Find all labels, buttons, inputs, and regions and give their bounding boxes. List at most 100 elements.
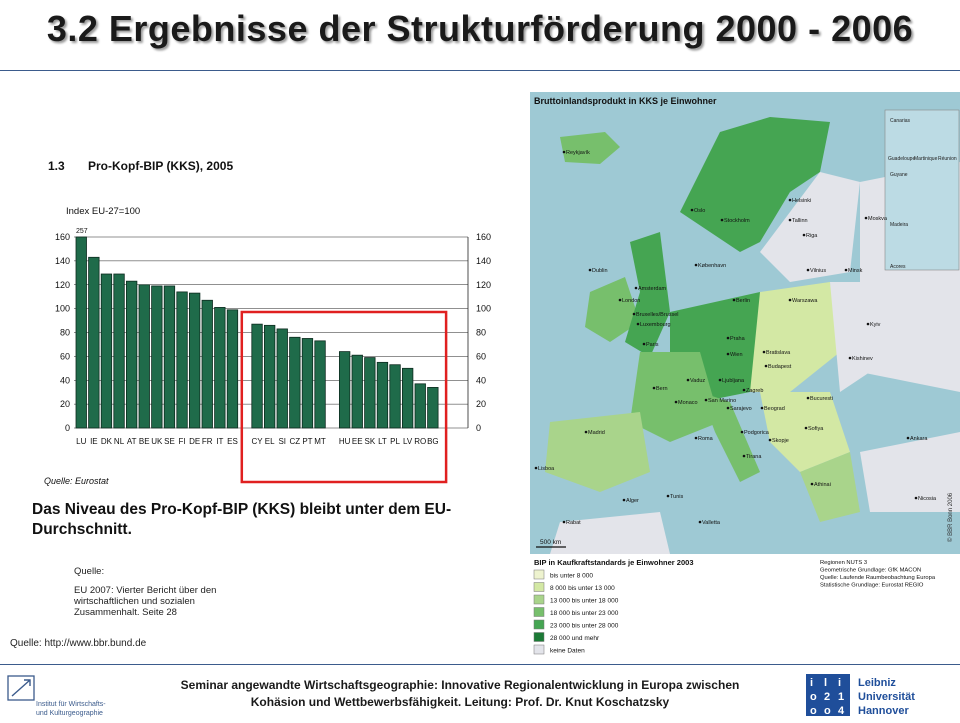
bar-pl bbox=[389, 364, 401, 429]
bar-fi bbox=[176, 291, 188, 429]
city-marker bbox=[622, 498, 626, 502]
city-label: Sofiya bbox=[808, 426, 824, 432]
city-marker bbox=[742, 388, 746, 392]
svg-text:i: i bbox=[838, 677, 841, 689]
svg-text:o: o bbox=[810, 691, 817, 703]
y-tick-label-right: 80 bbox=[476, 328, 486, 338]
legend-label: 23 000 bis unter 28 000 bbox=[550, 623, 619, 630]
city-label: Monaco bbox=[678, 400, 698, 406]
bar-si bbox=[276, 328, 288, 429]
y-labels: 160 160 140 140 120 120 100 100 80 80 60 60 40 40 20 20… bbox=[55, 232, 491, 433]
gdp-bar-chart: 1.3 Pro-Kopf-BIP (KKS), 2005 Index EU-27… bbox=[40, 148, 510, 498]
footer-line-2: Kohäsion und Wettbewerbsfähigkeit. Leitu… bbox=[250, 695, 670, 709]
x-tick-label: DK bbox=[101, 437, 113, 446]
city-marker bbox=[636, 322, 640, 326]
legend-label: bis unter 8 000 bbox=[550, 573, 593, 580]
bar-ro bbox=[414, 383, 426, 429]
x-tick-label: LU bbox=[76, 437, 86, 446]
legend-swatch bbox=[533, 569, 545, 580]
svg-text:l: l bbox=[824, 677, 827, 689]
city-label: Rabat bbox=[566, 520, 581, 526]
x-tick-label: AT bbox=[127, 437, 137, 446]
city-marker bbox=[562, 520, 566, 524]
university-logo-line-1: Leibniz bbox=[858, 677, 896, 689]
legend-swatch bbox=[533, 644, 545, 655]
inset-label: Martinique bbox=[914, 156, 938, 162]
city-label: Bucuresti bbox=[810, 396, 833, 402]
city-marker bbox=[642, 342, 646, 346]
city-marker bbox=[804, 426, 808, 430]
x-tick-label: RO bbox=[414, 437, 426, 446]
city-label: Alger bbox=[626, 498, 639, 504]
slide-title: 3.2 Ergebnisse der Strukturförderung 200… bbox=[46, 8, 914, 49]
city-label: Bruxelles/Brussel bbox=[636, 312, 679, 318]
city-label: Podgorica bbox=[744, 430, 770, 436]
city-label: Paris bbox=[646, 342, 659, 348]
chart-number: 1.3 bbox=[48, 159, 65, 173]
city-marker bbox=[802, 233, 806, 237]
map-legend: bis unter 8 000 8 000 bis unter 13 000 13 … bbox=[533, 569, 619, 655]
legend-label: 13 000 bis unter 18 000 bbox=[550, 598, 619, 605]
x-tick-label: HU bbox=[339, 437, 351, 446]
city-label: Vaduz bbox=[690, 378, 705, 384]
city-label: Valletta bbox=[702, 520, 721, 526]
map-notes: Regionen NUTS 3 Geometrische Grundlage: G… bbox=[820, 560, 936, 589]
city-marker bbox=[788, 218, 792, 222]
y-tick-label-right: 140 bbox=[476, 256, 491, 266]
map-title: Bruttoinlandsprodukt in KKS je Einwohner bbox=[534, 96, 717, 106]
city-label: Kyiv bbox=[870, 322, 881, 328]
bar-nl bbox=[113, 273, 125, 429]
title-divider bbox=[0, 70, 960, 71]
legend-title: BIP in Kaufkraftstandards je Einwohner 2… bbox=[534, 558, 694, 567]
legend-label: 8 000 bis unter 13 000 bbox=[550, 585, 615, 592]
city-marker bbox=[720, 218, 724, 222]
legend-swatch bbox=[533, 607, 545, 617]
svg-text:o: o bbox=[810, 705, 817, 717]
city-label: Beograd bbox=[764, 406, 785, 412]
city-label: Zagreb bbox=[746, 388, 763, 394]
y-tick-label-left: 140 bbox=[55, 256, 70, 266]
map-svg: Bruttoinlandsprodukt in KKS je Einwohner… bbox=[530, 92, 960, 666]
bar-cy bbox=[251, 323, 263, 429]
map-scale: 500 km bbox=[540, 539, 561, 546]
map-copyright: © BBR Bonn 2006 bbox=[947, 492, 954, 542]
city-marker bbox=[674, 400, 678, 404]
x-tick-label: DE bbox=[189, 437, 200, 446]
city-label: Berlin bbox=[736, 298, 750, 304]
footer-line-1: Seminar angewandte Wirtschaftsgeographie… bbox=[180, 678, 740, 692]
city-label: Reykjavík bbox=[566, 150, 590, 156]
city-label: Warszawa bbox=[792, 298, 818, 304]
map-note: Geometrische Grundlage: GfK MACON bbox=[820, 568, 921, 574]
legend-swatch bbox=[533, 632, 545, 642]
bar-lt bbox=[376, 361, 389, 429]
city-marker bbox=[686, 378, 690, 382]
x-tick-label: BE bbox=[139, 437, 150, 446]
institute-logo-line-2: und Kulturgeographie bbox=[36, 710, 103, 717]
bar-uk bbox=[151, 285, 163, 429]
city-label: Minsk bbox=[848, 268, 863, 274]
city-label: Tunis bbox=[670, 494, 683, 500]
city-label: Madrid bbox=[588, 430, 605, 436]
city-marker bbox=[806, 396, 810, 400]
lu-data-label: 257 bbox=[76, 228, 88, 235]
bar-es bbox=[226, 309, 239, 429]
y-tick-label-right: 40 bbox=[476, 375, 486, 385]
city-marker bbox=[588, 268, 592, 272]
legend-label: keine Daten bbox=[550, 648, 585, 655]
city-marker bbox=[584, 430, 588, 434]
y-tick-label-right: 20 bbox=[476, 399, 486, 409]
city-marker bbox=[788, 298, 792, 302]
city-marker bbox=[764, 364, 768, 368]
city-marker bbox=[848, 356, 852, 360]
inset-label: Guyane bbox=[890, 172, 908, 178]
chart-title: Pro-Kopf-BIP (KKS), 2005 bbox=[88, 159, 233, 173]
bar-ie bbox=[88, 256, 100, 429]
bars bbox=[75, 236, 439, 429]
svg-text:i: i bbox=[810, 677, 813, 689]
city-label: Luxembourg bbox=[640, 322, 671, 328]
map-note: Statistische Grundlage: Eurostat REGIO bbox=[820, 583, 924, 589]
x-tick-label: CY bbox=[251, 437, 263, 446]
city-label: Moskva bbox=[868, 216, 888, 222]
city-label: Tirana bbox=[746, 454, 762, 460]
